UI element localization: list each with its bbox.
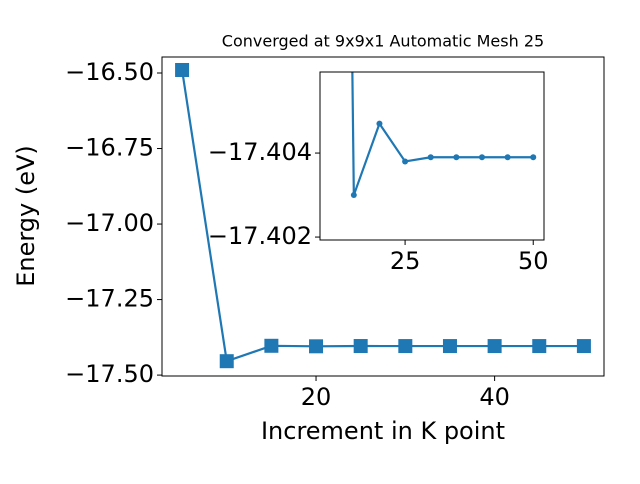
y-tick-label: −17.50 <box>65 360 154 388</box>
y-tick-label: −17.402 <box>208 222 312 250</box>
y-tick-label: −17.00 <box>65 209 154 237</box>
axes-frame <box>161 56 605 377</box>
x-tick-label: 40 <box>479 383 510 411</box>
marker <box>478 154 485 161</box>
x-tick-label: 20 <box>301 383 332 411</box>
marker <box>264 338 279 353</box>
plot-clip <box>350 72 537 199</box>
x-tick-label: 25 <box>390 247 421 275</box>
marker <box>504 154 511 161</box>
marker <box>353 339 368 354</box>
marker <box>442 339 457 354</box>
plot-clip <box>175 62 591 369</box>
marker <box>350 192 357 199</box>
y-axis-label: Energy (eV) <box>12 145 40 287</box>
marker <box>532 339 547 354</box>
marker <box>398 339 413 354</box>
marker <box>402 158 409 165</box>
marker <box>530 154 537 161</box>
x-axis-label: Increment in K point <box>261 417 505 445</box>
x-tick-label: 50 <box>518 247 549 275</box>
y-tick-label: −16.75 <box>65 134 154 162</box>
marker <box>487 339 502 354</box>
axes-frame <box>319 71 545 241</box>
marker <box>576 339 591 354</box>
marker <box>376 120 383 127</box>
y-tick-label: −17.404 <box>208 138 312 166</box>
marker <box>175 62 190 77</box>
y-tick-label: −16.50 <box>65 58 154 86</box>
marker <box>453 154 460 161</box>
line <box>181 69 584 363</box>
marker <box>427 154 434 161</box>
y-tick-label: −17.25 <box>65 285 154 313</box>
marker <box>309 339 324 354</box>
chart-title: Converged at 9x9x1 Automatic Mesh 25 <box>222 32 544 51</box>
marker <box>219 354 234 369</box>
